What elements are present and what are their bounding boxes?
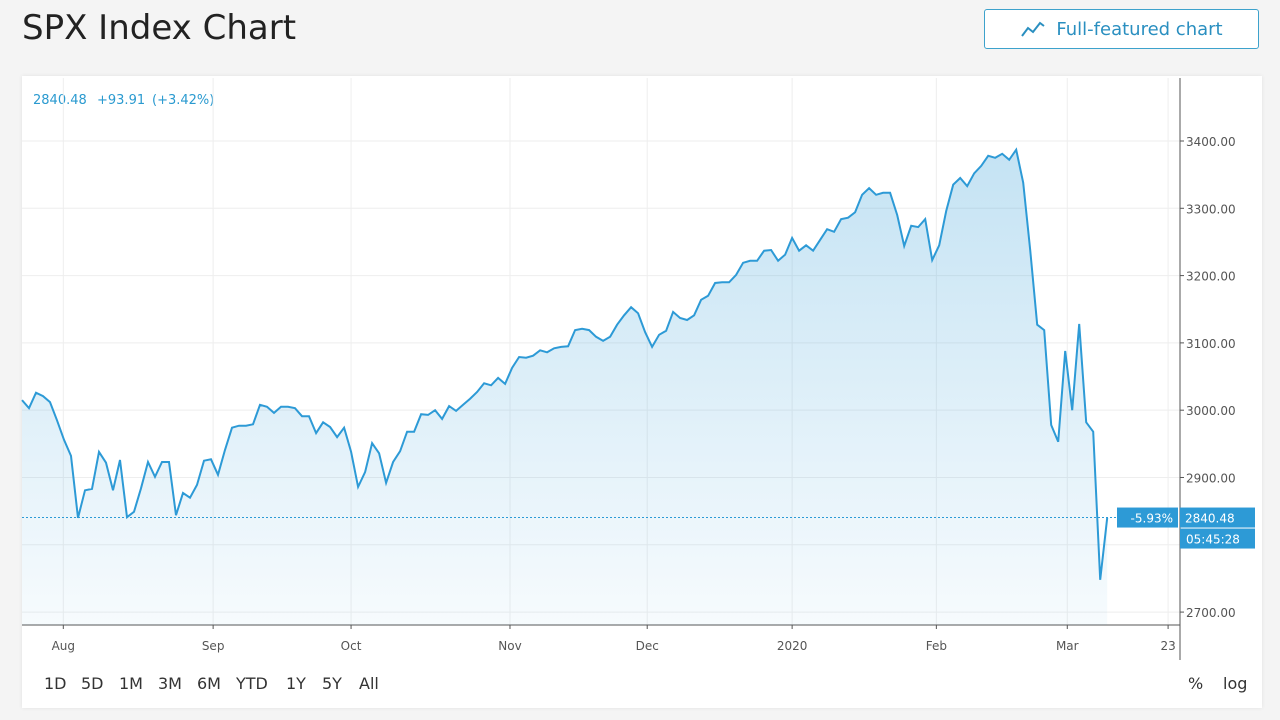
range-button[interactable]: 1D [44,674,67,693]
range-button[interactable]: All [359,674,379,693]
quote-price: 2840.48 [33,93,87,108]
scale-option[interactable]: % [1188,674,1204,693]
range-button[interactable]: YTD [236,674,268,693]
countdown-label: 05:45:28 [1186,533,1240,547]
range-button[interactable]: 5Y [322,674,342,693]
x-tick-label: 2020 [777,639,808,653]
y-tick-label: 2700.00 [1186,606,1236,620]
x-tick-label: Feb [926,639,947,653]
y-tick-label: 3000.00 [1186,404,1236,418]
y-tick-label: 2900.00 [1186,471,1236,485]
scale-option[interactable]: log [1223,674,1248,693]
chart-icon [1021,21,1045,37]
x-tick-label: Sep [202,639,225,653]
quote-percent: (+3.42%) [152,93,214,108]
change-tag [1117,507,1178,528]
y-tick-label: 3400.00 [1186,135,1236,149]
y-tick-label: 3300.00 [1186,202,1236,216]
range-button[interactable]: 1M [119,674,143,693]
y-tick-label: 3200.00 [1186,270,1236,284]
page-title: SPX Index Chart [22,8,297,48]
x-tick-label: 23 [1160,639,1175,653]
countdown-tag [1180,528,1255,549]
x-tick-label: Dec [636,639,659,653]
x-tick-label: Oct [341,639,362,653]
area-fill [22,149,1108,625]
quote-change: +93.91 [97,93,145,108]
range-button[interactable]: 6M [197,674,221,693]
x-tick-label: Aug [52,639,75,653]
y-tick-label: 3100.00 [1186,337,1236,351]
price-tag [1180,507,1255,528]
price-line [21,147,1109,580]
change-label: -5.93% [1131,512,1173,526]
range-button[interactable]: 1Y [286,674,306,693]
x-tick-label: Nov [498,639,521,653]
x-tick-label: Mar [1056,639,1079,653]
button-label: Full-featured chart [1056,18,1223,40]
price-label: 2840.48 [1185,512,1235,526]
full-chart-button[interactable]: Full-featured chart [984,9,1259,49]
range-button[interactable]: 5D [81,674,104,693]
range-button[interactable]: 3M [158,674,182,693]
